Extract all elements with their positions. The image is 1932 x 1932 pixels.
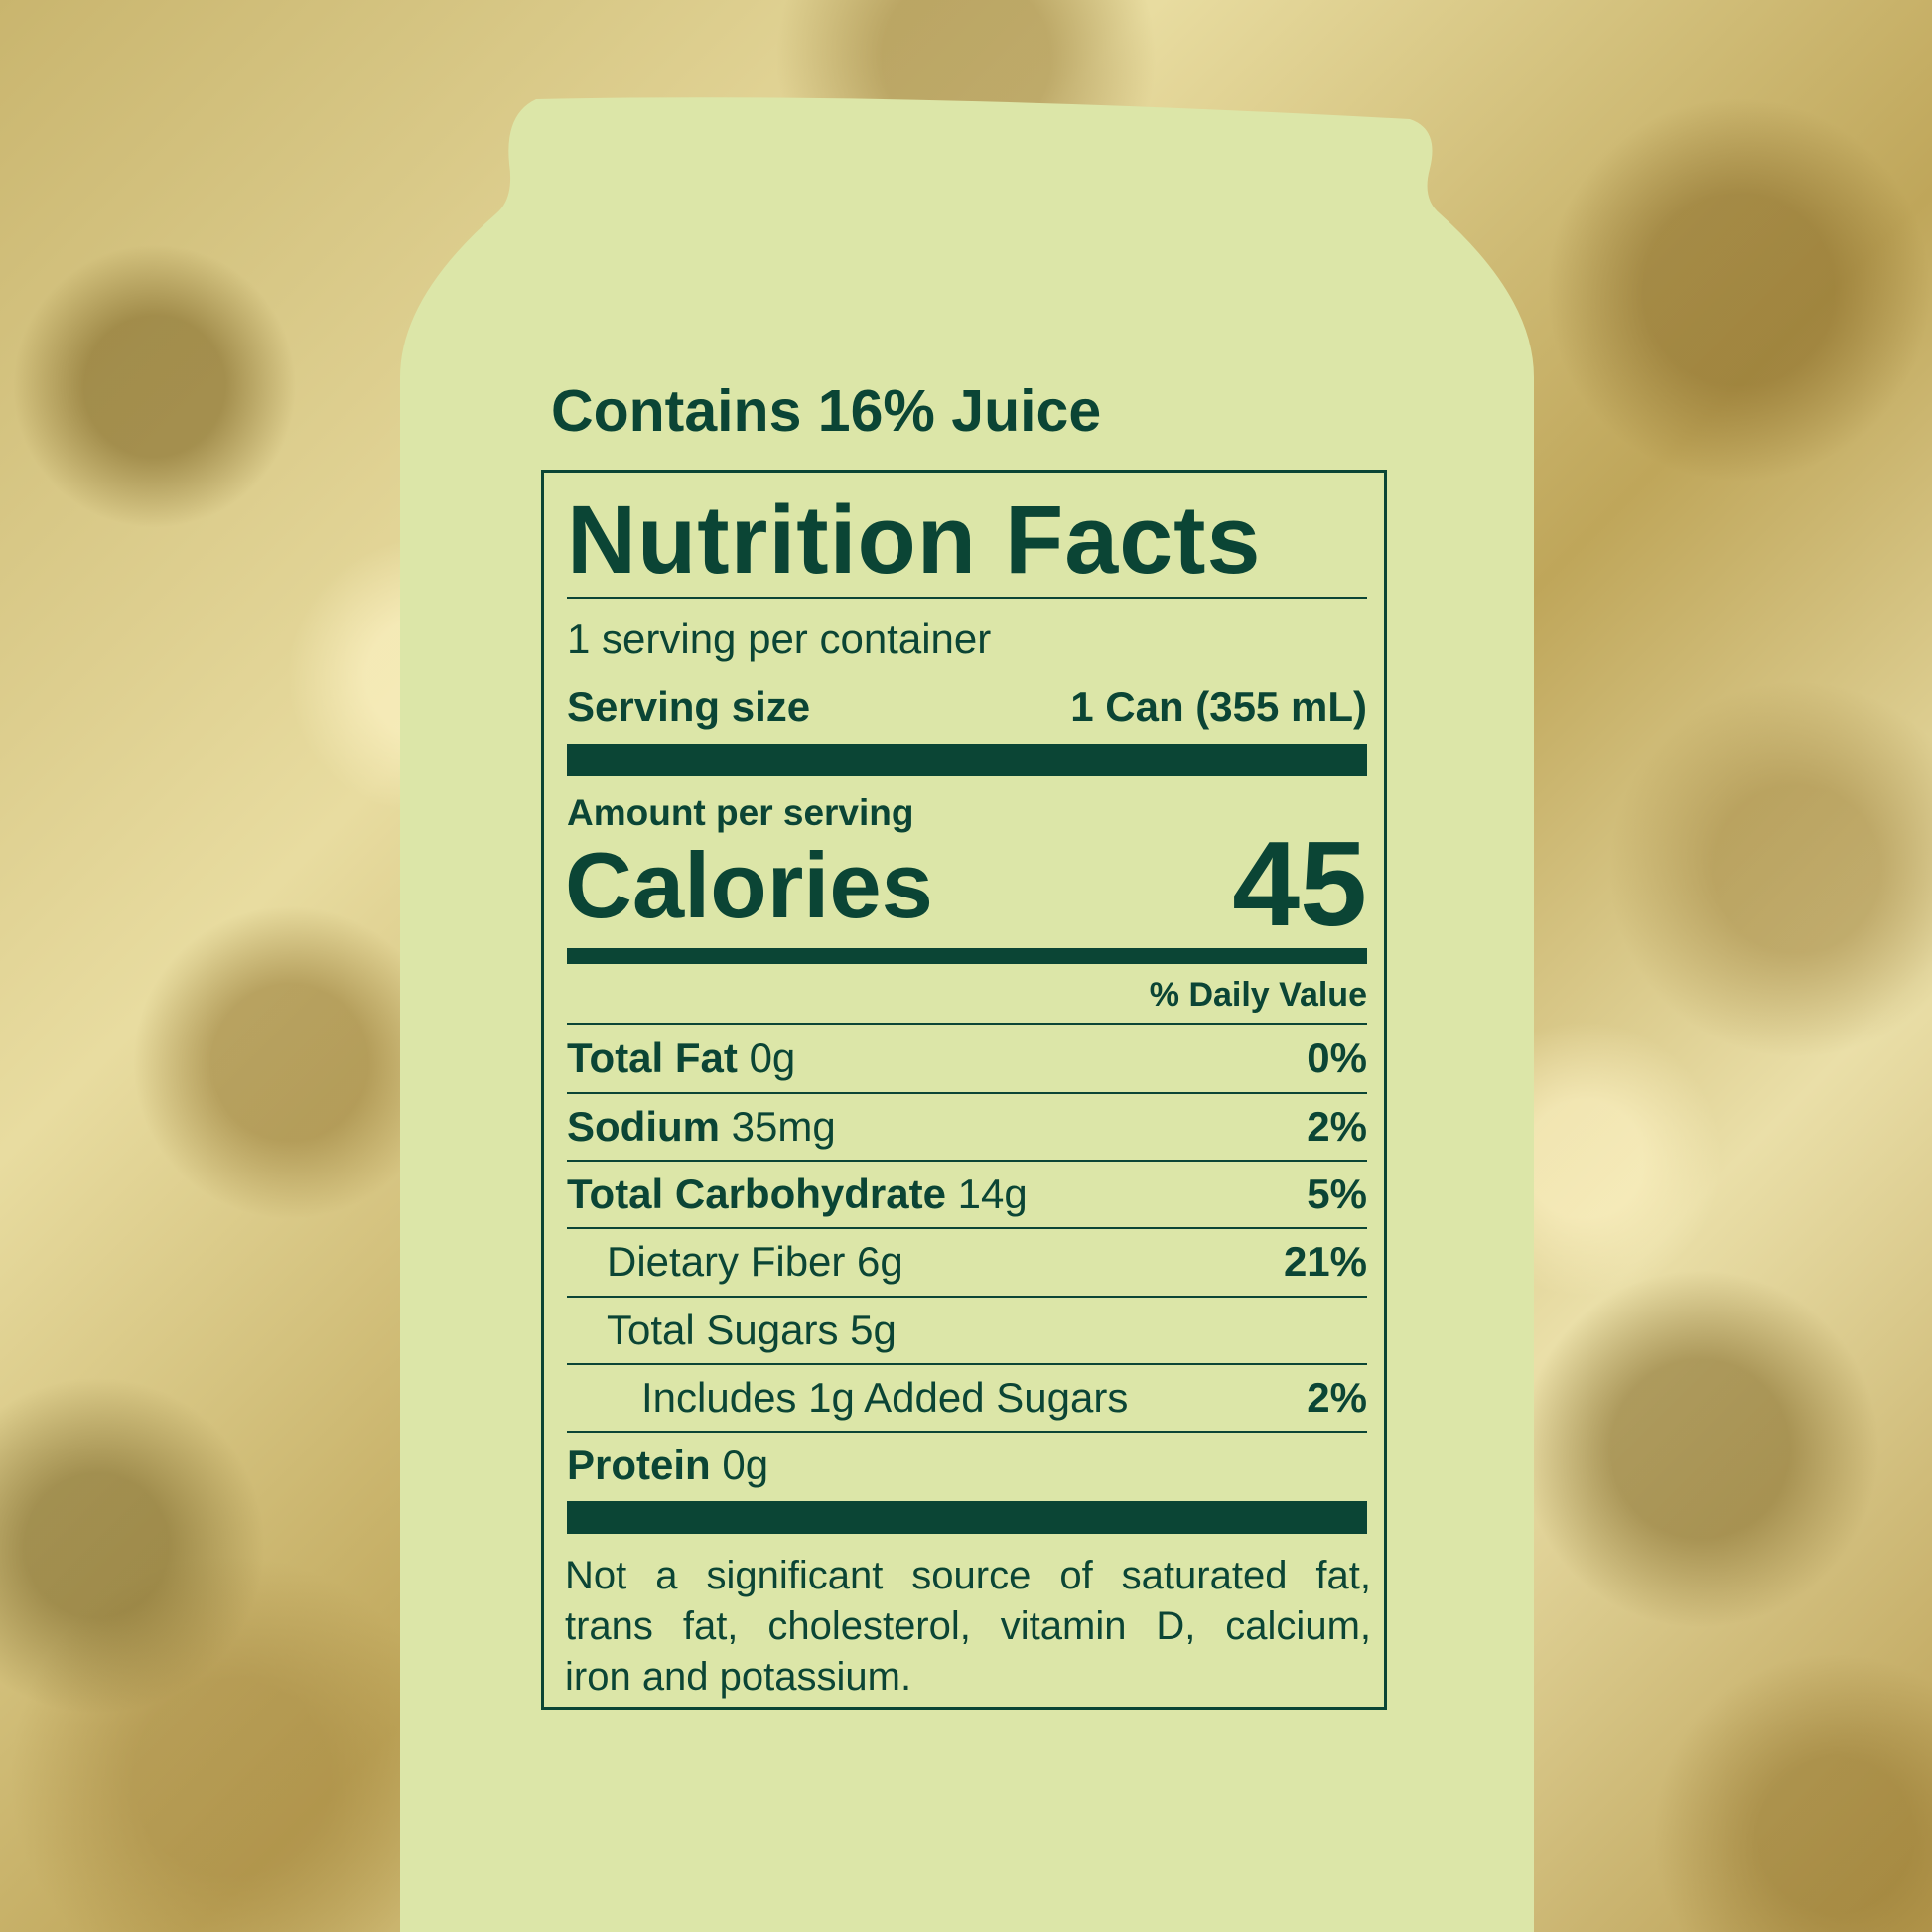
divider [567,1296,1367,1298]
nutrient-row-sodium: Sodium 35mg 2% [567,1093,1367,1161]
divider [567,1023,1367,1025]
nutrient-row-total-fat: Total Fat 0g 0% [567,1025,1367,1092]
divider [567,597,1367,599]
nutrient-amount: 35mg [731,1103,836,1150]
footnote: Not a significant source of saturated fa… [565,1551,1371,1703]
serving-size-label: Serving size [567,683,811,730]
footnote-line: Not a significant source of saturated fa… [565,1554,1371,1597]
nutrient-row-protein: Protein 0g [567,1432,1367,1499]
footnote-line: iron and potassium. [565,1655,912,1699]
divider [567,1092,1367,1094]
nutrient-amount: 0g [749,1035,796,1081]
divider [567,1160,1367,1162]
servings-per-container: 1 serving per container [567,616,992,662]
nutrition-facts-panel [541,470,1387,1710]
juice-content-label: Contains 16% Juice [551,378,1102,444]
nutrient-dv: 2% [1307,1103,1367,1150]
nutrient-name: Includes 1g Added Sugars [641,1374,1129,1421]
nutrient-dv: 0% [1307,1035,1367,1081]
nutrient-row-dietary-fiber: Dietary Fiber 6g 21% [567,1228,1367,1296]
divider [567,1431,1367,1433]
nutrient-name: Total Sugars 5g [607,1307,897,1353]
thick-divider [567,1501,1367,1534]
divider [567,1227,1367,1229]
nutrient-name: Sodium [567,1103,720,1150]
nutrient-name: Total Fat [567,1035,738,1081]
nutrient-name: Total Carbohydrate [567,1171,946,1217]
nutrient-dv: 5% [1307,1171,1367,1217]
serving-size-value: 1 Can (355 mL) [1070,683,1367,730]
nutrient-name: Protein [567,1442,711,1488]
thick-divider [567,744,1367,776]
medium-divider [567,948,1367,964]
footnote-line: trans fat, cholesterol, vitamin D, calci… [565,1604,1371,1648]
nutrient-amount: 0g [722,1442,769,1488]
nutrient-amount: 14g [957,1171,1028,1217]
calories-value: 45 [1232,816,1367,951]
nutrient-dv: 2% [1307,1374,1367,1421]
daily-value-header: % Daily Value [1149,976,1367,1014]
nutrient-row-total-carbohydrate: Total Carbohydrate 14g 5% [567,1161,1367,1228]
nutrient-name: Dietary Fiber 6g [607,1238,903,1285]
nutrient-dv: 21% [1283,1238,1367,1285]
amount-per-serving: Amount per serving [567,792,914,833]
divider [567,1363,1367,1365]
calories-label: Calories [565,833,933,937]
nutrient-row-total-sugars: Total Sugars 5g [567,1297,1367,1364]
nutrient-row-added-sugars: Includes 1g Added Sugars 2% [567,1364,1367,1432]
nutrition-facts-title: Nutrition Facts [567,485,1262,594]
